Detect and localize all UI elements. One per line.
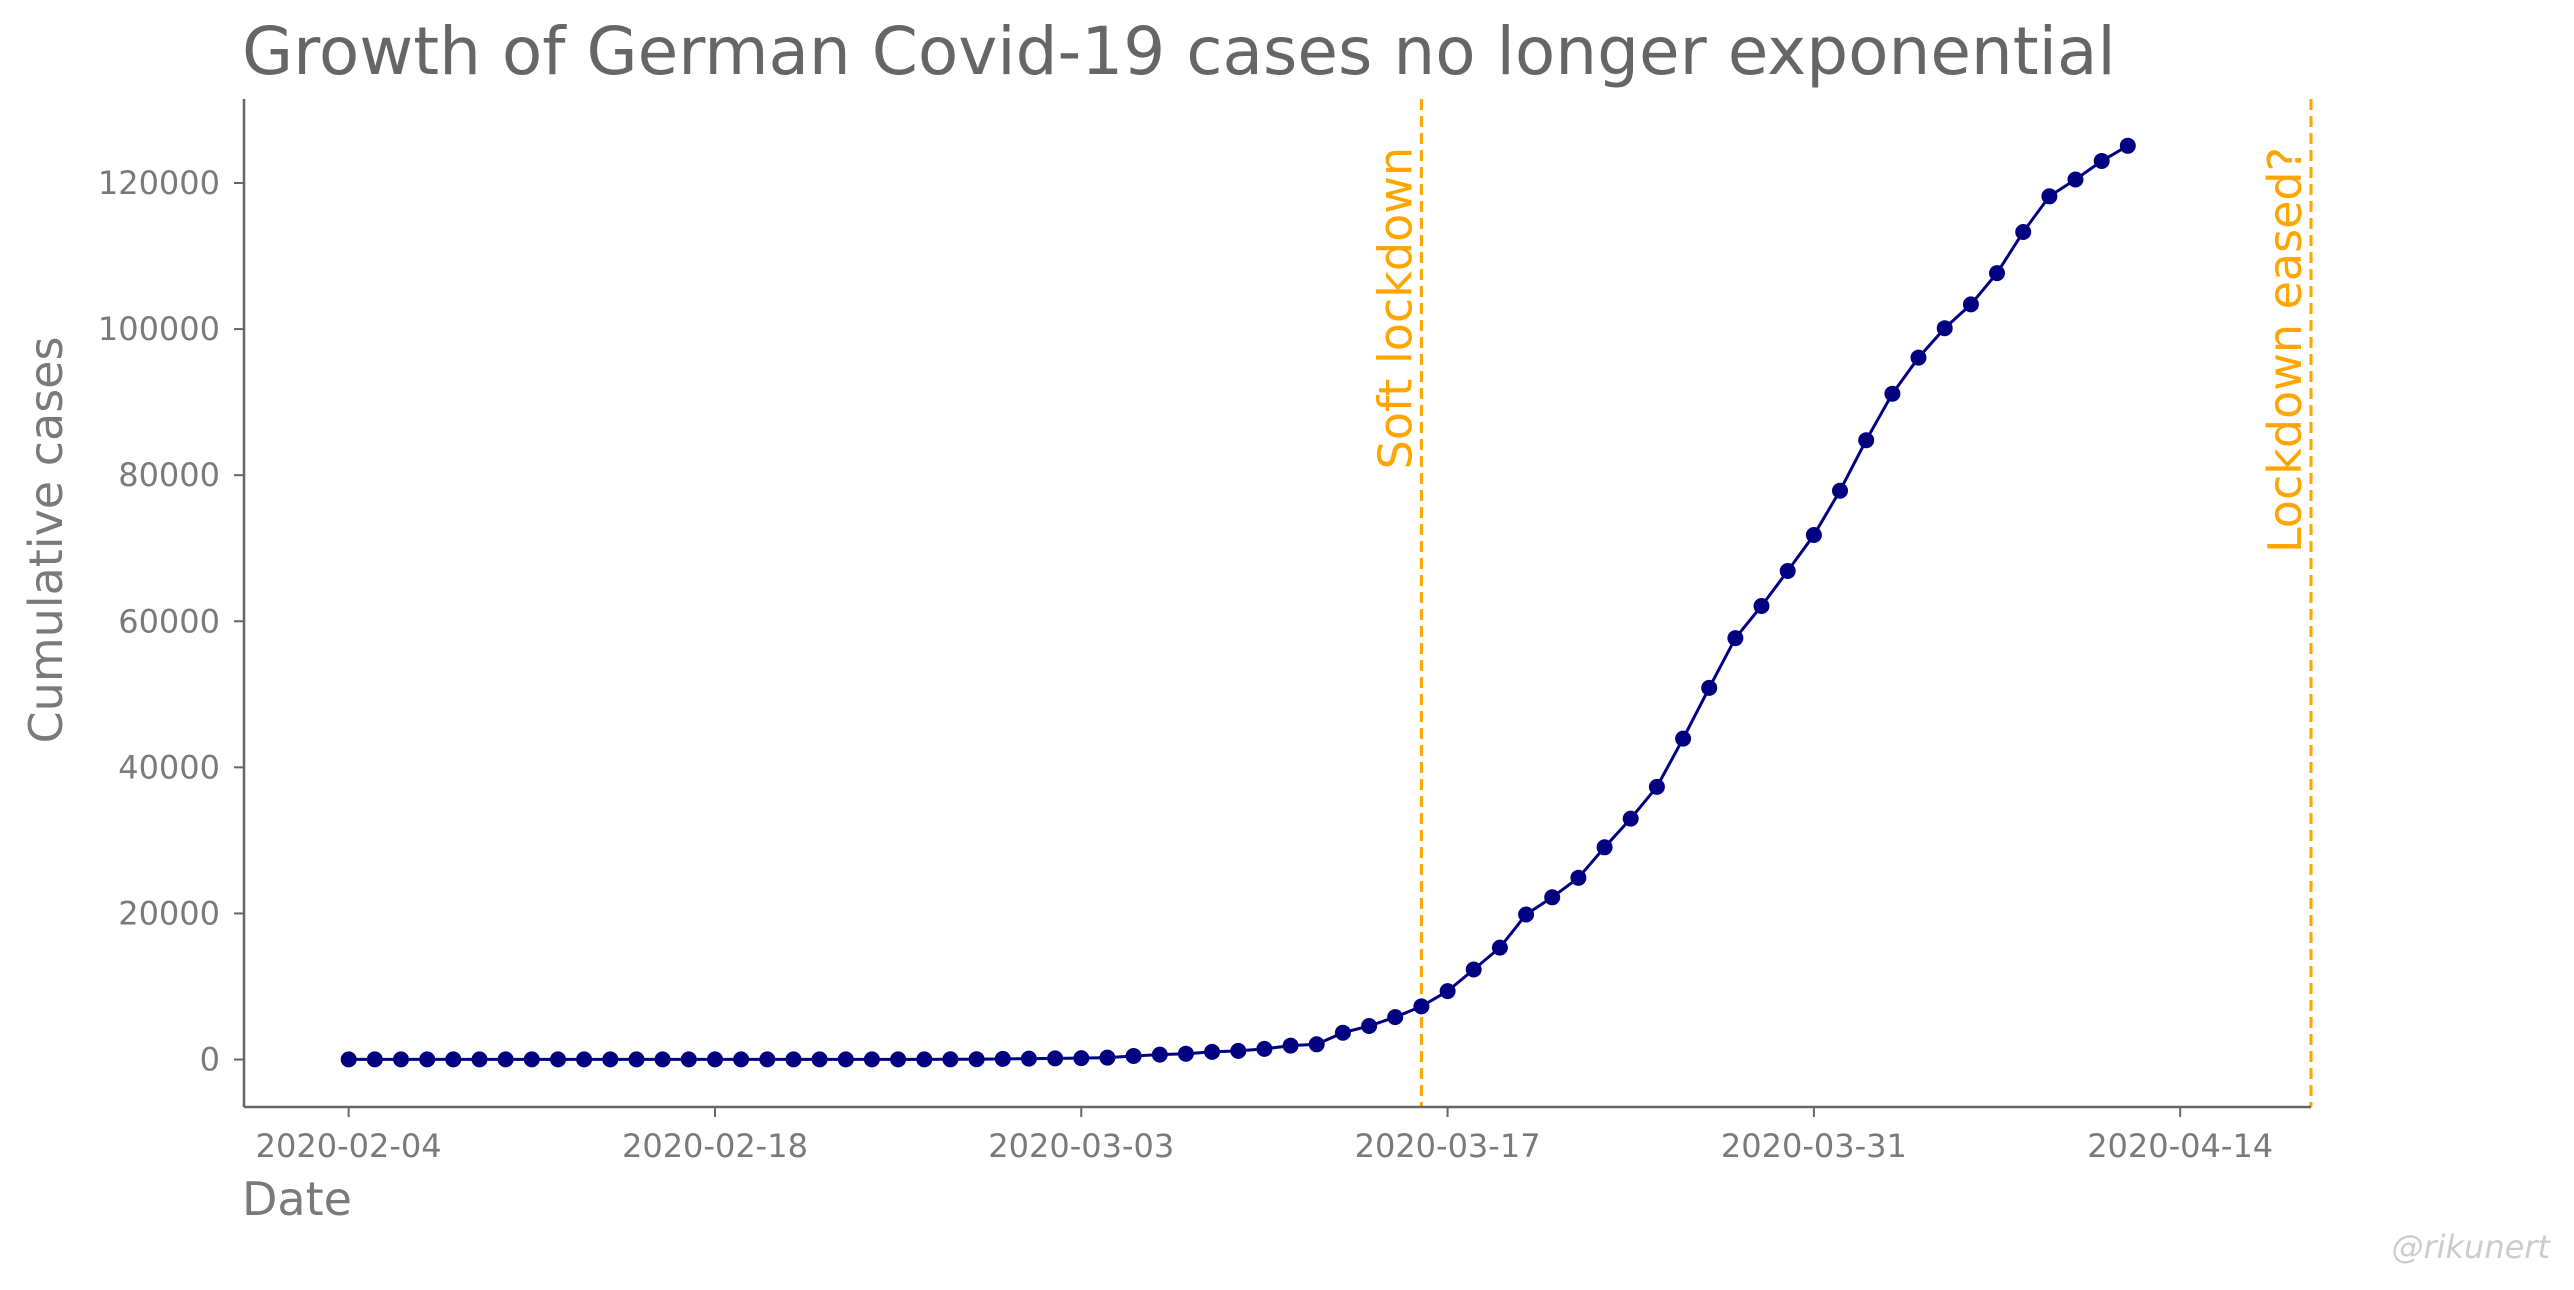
- y-tick-label: 40000: [118, 748, 220, 786]
- data-point: [733, 1051, 750, 1068]
- data-point: [1256, 1040, 1273, 1057]
- data-point: [1204, 1043, 1221, 1060]
- x-tick-label: 2020-02-04: [256, 1127, 442, 1165]
- data-point: [863, 1051, 880, 1068]
- data-point: [942, 1051, 959, 1068]
- data-point: [445, 1051, 462, 1068]
- data-point: [1570, 869, 1587, 886]
- event-markers: Soft lockdown Lockdown eased?: [1368, 99, 2313, 1107]
- data-point: [1936, 320, 1953, 337]
- data-point: [602, 1051, 619, 1068]
- data-point: [1701, 679, 1718, 696]
- data-point: [1596, 839, 1613, 856]
- series-line: [348, 144, 2129, 1061]
- data-point: [550, 1051, 566, 1068]
- data-point: [1334, 1024, 1351, 1041]
- data-point: [1177, 1045, 1194, 1062]
- data-point: [1544, 889, 1561, 906]
- y-axis-ticks: 0 20000 40000 60000 80000 100000 120000: [98, 164, 244, 1079]
- data-point: [1230, 1042, 1247, 1059]
- data-point: [707, 1051, 723, 1068]
- watermark: @rikunert: [2391, 1228, 2551, 1266]
- data-point: [968, 1051, 985, 1068]
- data-point: [654, 1051, 671, 1068]
- data-point: [785, 1051, 802, 1068]
- y-axis-label: Cumulative cases: [19, 337, 73, 744]
- data-point: [1439, 983, 1456, 1000]
- data-point: [837, 1051, 854, 1068]
- x-tick-label: 2020-03-03: [988, 1127, 1174, 1165]
- x-tick-label: 2020-04-14: [2087, 1127, 2273, 1165]
- data-point: [1387, 1009, 1404, 1026]
- data-point: [1884, 385, 1901, 402]
- y-tick-label: 20000: [118, 894, 220, 932]
- data-point: [1047, 1050, 1064, 1067]
- data-point: [994, 1050, 1011, 1067]
- data-point: [1648, 778, 1665, 795]
- data-point: [419, 1051, 436, 1068]
- data-point: [471, 1051, 488, 1068]
- data-point: [393, 1051, 409, 1068]
- data-point: [1518, 906, 1535, 923]
- x-axis-label: Date: [242, 1172, 352, 1226]
- data-point: [680, 1051, 697, 1068]
- data-point: [1491, 939, 1508, 956]
- x-axis-ticks: 2020-02-04 2020-02-18 2020-03-03 2020-03-17…: [256, 1107, 2273, 1165]
- data-point: [1151, 1046, 1168, 1063]
- y-tick-label: 60000: [118, 602, 220, 640]
- data-point: [366, 1051, 383, 1068]
- x-tick-label: 2020-03-17: [1355, 1127, 1541, 1165]
- data-point: [1989, 265, 2005, 282]
- data-point: [1727, 630, 1744, 647]
- chart-title: Growth of German Covid-19 cases no longe…: [242, 13, 2116, 90]
- data-point: [916, 1051, 933, 1068]
- y-tick-label: 120000: [98, 164, 220, 202]
- data-point: [1282, 1037, 1299, 1054]
- data-point: [1962, 296, 1979, 313]
- data-point: [497, 1051, 514, 1068]
- data-point: [1753, 598, 1770, 614]
- data-point: [1020, 1050, 1037, 1067]
- data-point: [340, 1051, 357, 1068]
- data-point: [523, 1051, 540, 1068]
- data-point: [890, 1051, 907, 1068]
- data-point: [1465, 961, 1482, 978]
- y-tick-label: 0: [200, 1041, 220, 1079]
- series-layer: [340, 137, 2136, 1068]
- data-point: [2015, 224, 2032, 240]
- data-point: [1910, 349, 1927, 366]
- data-point: [2119, 137, 2136, 154]
- data-point: [1073, 1050, 1090, 1067]
- data-point: [1361, 1018, 1378, 1034]
- data-point: [1858, 432, 1875, 449]
- x-tick-label: 2020-03-31: [1721, 1127, 1907, 1165]
- data-point: [1413, 998, 1430, 1015]
- data-point: [2067, 171, 2084, 188]
- data-point: [811, 1051, 828, 1068]
- data-point: [759, 1051, 776, 1068]
- y-tick-label: 100000: [98, 310, 220, 348]
- data-point: [1805, 527, 1822, 543]
- data-point: [1308, 1036, 1325, 1053]
- data-point: [628, 1051, 645, 1068]
- data-point: [2093, 153, 2110, 169]
- event-label: Lockdown eased?: [2258, 147, 2312, 553]
- data-point: [1832, 482, 1848, 499]
- data-point: [1125, 1048, 1142, 1064]
- y-tick-label: 80000: [118, 456, 220, 494]
- data-point: [1099, 1049, 1116, 1066]
- data-point: [1622, 810, 1639, 827]
- data-point: [1779, 563, 1796, 579]
- x-tick-label: 2020-02-18: [622, 1127, 808, 1165]
- data-point: [2041, 188, 2058, 205]
- event-label: Soft lockdown: [1368, 147, 1422, 469]
- data-point: [576, 1051, 593, 1068]
- data-point: [1675, 730, 1692, 747]
